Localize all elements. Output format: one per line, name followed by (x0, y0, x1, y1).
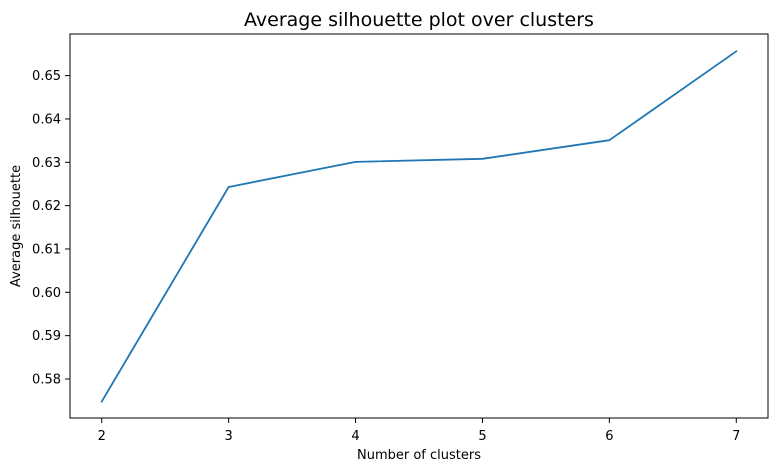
plot-frame (69, 33, 769, 419)
y-axis-label: Average silhouette (9, 165, 24, 287)
data-point (607, 138, 611, 142)
data-point (734, 49, 738, 53)
y-tick-label: 0.59 (32, 329, 61, 344)
y-tick-label: 0.61 (32, 242, 61, 257)
x-axis-ticks: 2 3 4 5 6 7 (98, 418, 740, 444)
y-tick-label: 0.65 (32, 69, 61, 84)
y-tick-label: 0.64 (32, 112, 61, 127)
x-tick-label: 4 (351, 429, 359, 444)
x-tick-label: 2 (98, 429, 106, 444)
y-tick-label: 0.62 (32, 199, 61, 214)
x-tick-label: 5 (478, 429, 486, 444)
x-tick-label: 3 (224, 429, 232, 444)
data-point (354, 160, 358, 164)
chart-title: Average silhouette plot over clusters (244, 9, 594, 31)
data-point (100, 400, 104, 404)
y-axis-ticks: 0.58 0.59 0.60 0.61 0.62 0.63 0.64 0.65 (32, 69, 70, 387)
x-tick-label: 7 (732, 429, 740, 444)
x-tick-label: 6 (605, 429, 613, 444)
x-axis-label: Number of clusters (357, 448, 481, 463)
data-point (227, 185, 231, 189)
series-layer (100, 49, 738, 404)
y-tick-label: 0.63 (32, 156, 61, 171)
series-line (100, 50, 738, 403)
y-tick-label: 0.58 (32, 372, 61, 387)
data-point (480, 157, 484, 161)
y-tick-label: 0.60 (32, 286, 61, 301)
